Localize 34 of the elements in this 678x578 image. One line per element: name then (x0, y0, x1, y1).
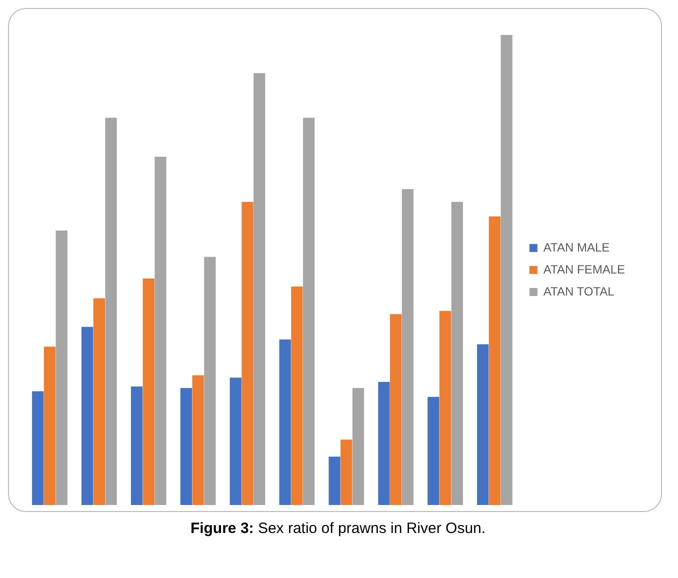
bar (340, 440, 352, 505)
bar (477, 344, 489, 505)
bar (378, 382, 390, 505)
bar (81, 326, 94, 505)
bar (352, 388, 364, 505)
bar (390, 314, 402, 505)
bar (254, 73, 266, 505)
bar (428, 396, 440, 505)
bar (105, 118, 117, 505)
bar (192, 375, 204, 505)
legend-label: ATAN FEMALE (543, 262, 626, 276)
bar (32, 391, 44, 505)
bar (500, 35, 512, 505)
bar (142, 278, 154, 505)
bar (242, 202, 254, 505)
bar (230, 378, 242, 505)
bar (328, 456, 340, 505)
bar (279, 340, 291, 505)
bar (93, 298, 105, 505)
bar (204, 256, 216, 505)
bar (44, 346, 56, 505)
bar (180, 388, 192, 505)
bar (154, 156, 166, 505)
legend-label: ATAN TOTAL (543, 284, 615, 298)
bar (130, 386, 143, 505)
bar (402, 189, 414, 505)
legend-label: ATAN MALE (543, 240, 610, 254)
text: Figure 3: Sex ratio of prawns in River Osun. (190, 520, 486, 537)
bar (291, 286, 303, 505)
bar (451, 202, 463, 505)
bar (439, 310, 452, 505)
bar (302, 118, 315, 505)
bar (488, 216, 501, 505)
bar (56, 230, 68, 505)
